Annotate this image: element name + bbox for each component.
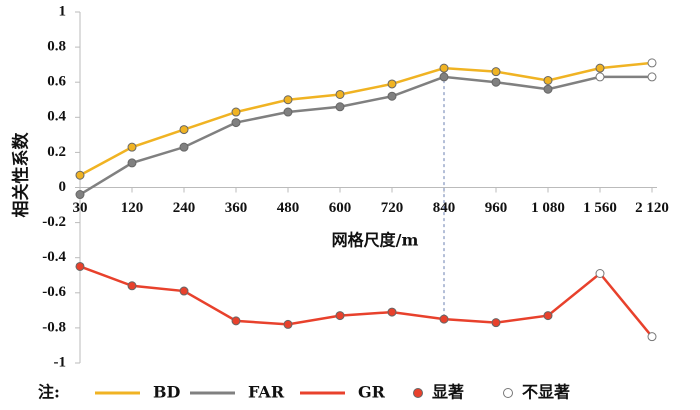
point <box>231 316 241 326</box>
point <box>439 72 449 82</box>
y-tick-label: 0.6 <box>47 74 66 90</box>
point <box>491 318 501 328</box>
point <box>127 142 137 152</box>
x-tick-label: 120 <box>121 200 144 216</box>
point <box>179 142 189 152</box>
x-tick-label: 30 <box>73 200 88 216</box>
y-tick-label: 1 <box>59 3 67 19</box>
y-tick-label: 0.4 <box>47 109 66 125</box>
x-tick-label: 600 <box>329 200 352 216</box>
legend-label: BD <box>153 383 181 402</box>
series-line <box>79 61 653 177</box>
point <box>179 125 189 135</box>
point <box>335 311 345 321</box>
y-tick-label: 0.8 <box>47 39 66 55</box>
point <box>231 118 241 128</box>
x-tick-label: 240 <box>173 200 196 216</box>
point <box>179 286 189 296</box>
point <box>387 79 397 89</box>
point <box>127 281 137 291</box>
y-tick-label: 0 <box>59 179 67 195</box>
point <box>75 170 85 180</box>
legend-dot <box>413 388 423 398</box>
point <box>75 261 85 271</box>
y-tick-label: -1 <box>54 354 67 370</box>
series-line <box>79 265 653 338</box>
series-line <box>79 75 652 196</box>
x-tick-label: 1 080 <box>531 200 565 216</box>
point <box>127 158 137 168</box>
point <box>283 107 293 117</box>
x-tick-label: 2 120 <box>635 200 669 216</box>
y-tick-label: -0.2 <box>42 214 66 230</box>
legend-label: FAR <box>248 383 285 402</box>
point <box>439 314 449 324</box>
legend-label: 显著 <box>432 383 464 402</box>
point <box>543 84 553 94</box>
x-tick-label: 1 560 <box>583 200 617 216</box>
legend-prefix: 注: <box>38 383 60 402</box>
point <box>595 72 605 82</box>
point <box>543 311 553 321</box>
y-tick-label: 0.2 <box>47 144 66 160</box>
y-axis-title: 相关性系数 <box>11 132 32 218</box>
legend-dot <box>503 388 513 398</box>
point <box>647 58 657 68</box>
point <box>387 91 397 101</box>
point <box>543 75 553 85</box>
point <box>75 190 85 200</box>
point <box>595 268 605 278</box>
point <box>283 95 293 105</box>
x-axis-title: 网格尺度/m <box>332 231 419 250</box>
y-tick-label: -0.8 <box>42 319 66 335</box>
x-tick-label: 480 <box>277 200 300 216</box>
point <box>647 72 657 82</box>
x-tick-label: 960 <box>485 200 508 216</box>
point <box>595 63 605 73</box>
point <box>335 89 345 99</box>
x-tick-label: 360 <box>225 200 248 216</box>
y-tick-label: -0.6 <box>42 284 66 300</box>
y-tick-label: -0.4 <box>42 249 66 265</box>
legend-label: GR <box>358 383 386 402</box>
point <box>491 77 501 87</box>
point <box>283 319 293 329</box>
point <box>647 332 657 342</box>
point <box>335 102 345 112</box>
legend-label: 不显著 <box>522 383 570 402</box>
point <box>231 107 241 117</box>
point <box>387 307 397 317</box>
point <box>491 67 501 77</box>
point <box>439 63 449 73</box>
x-tick-label: 720 <box>381 200 404 216</box>
